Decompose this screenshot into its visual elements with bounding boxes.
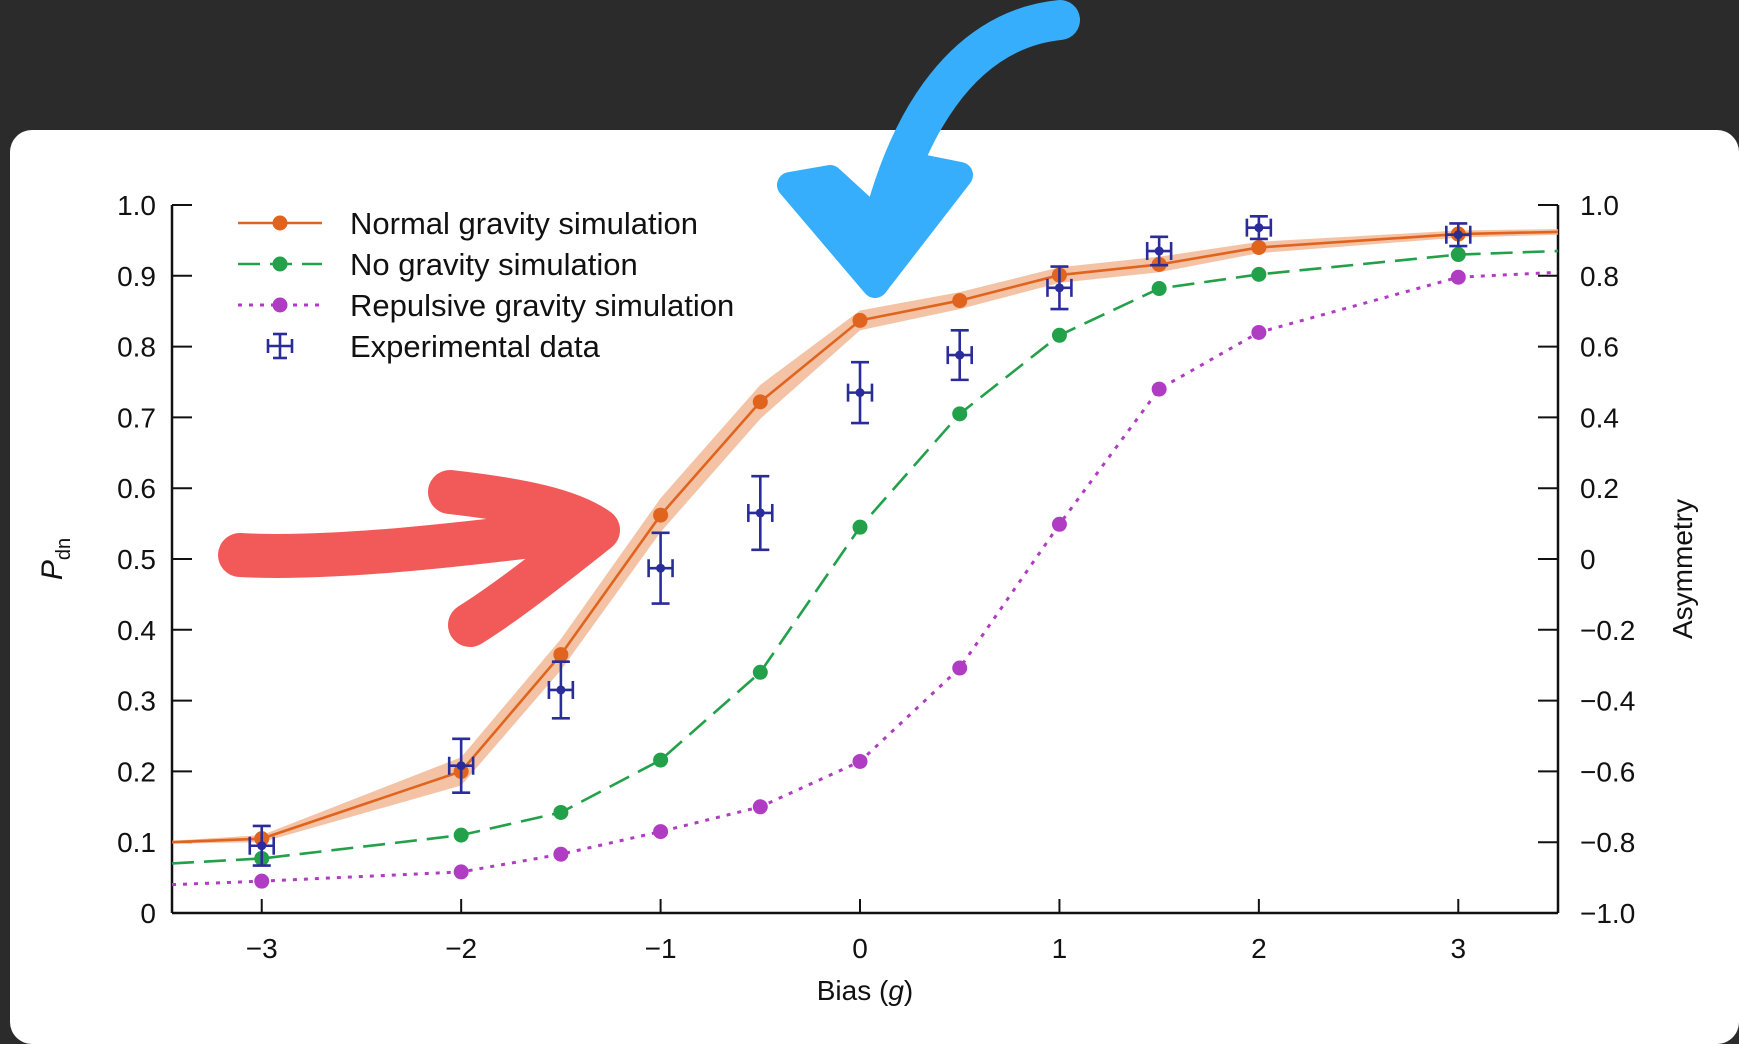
no-gravity-point <box>752 664 768 680</box>
experimental-point <box>656 563 666 573</box>
no-gravity-point <box>1051 327 1067 343</box>
legend-normal-gravity-label: Normal gravity simulation <box>350 206 698 241</box>
red-arrow-shaft <box>218 508 602 578</box>
y-tick-label: 0.5 <box>117 544 156 575</box>
legend-no-gravity-label: No gravity simulation <box>350 247 638 282</box>
repulsive-gravity-point <box>553 846 569 862</box>
no-gravity-point <box>553 804 569 820</box>
legend-normal-gravity-marker <box>272 215 288 231</box>
y-tick-label: 0.6 <box>117 473 156 504</box>
y-tick-label: 0.8 <box>117 332 156 363</box>
x-tick-label: 1 <box>1052 933 1068 964</box>
y-tick-label: 0.2 <box>117 756 156 787</box>
y2-tick-label: −0.2 <box>1580 615 1635 646</box>
normal-gravity-band <box>172 229 1558 844</box>
y-tick-label: 0 <box>140 898 156 929</box>
repulsive-gravity-point <box>453 864 469 880</box>
no-gravity-point <box>653 752 669 768</box>
repulsive-gravity-point <box>852 753 868 769</box>
y2-tick-label: −0.6 <box>1580 756 1635 787</box>
y-tick-label: 0.3 <box>117 686 156 717</box>
experimental-point <box>1453 230 1463 240</box>
y2-tick-label: 0.6 <box>1580 332 1619 363</box>
repulsive-gravity-point <box>952 660 968 676</box>
legend-repulsive-gravity-label: Repulsive gravity simulation <box>350 288 734 323</box>
x-tick-label: −1 <box>645 933 677 964</box>
normal-gravity-point <box>752 394 768 410</box>
no-gravity-point <box>1450 247 1466 263</box>
x-tick-label: −3 <box>246 933 278 964</box>
normal-gravity-point <box>952 293 968 309</box>
repulsive-gravity-point <box>653 824 669 840</box>
experimental-point <box>755 508 765 518</box>
y-tick-label: 0.7 <box>117 402 156 433</box>
red-arrow-head <box>428 470 620 647</box>
repulsive-gravity-point <box>1251 324 1267 340</box>
experimental-point <box>556 685 566 695</box>
y2-tick-label: 0.8 <box>1580 261 1619 292</box>
x-tick-label: 0 <box>852 933 868 964</box>
repulsive-gravity-point <box>1151 381 1167 397</box>
experimental-point <box>456 761 466 771</box>
experimental-point <box>955 350 965 360</box>
y2-tick-label: −1.0 <box>1580 898 1635 929</box>
normal-gravity-point <box>553 647 569 663</box>
y2-tick-label: −0.8 <box>1580 827 1635 858</box>
experimental-point <box>855 388 865 398</box>
legend-no-gravity-marker <box>272 256 288 272</box>
y-tick-label: 1.0 <box>117 190 156 221</box>
normal-gravity-point <box>653 507 669 523</box>
blue-arrow-head <box>777 155 973 298</box>
y2-tick-label: 1.0 <box>1580 190 1619 221</box>
repulsive-gravity-point <box>254 873 270 889</box>
y2-tick-label: −0.4 <box>1580 686 1635 717</box>
normal-gravity-point <box>1251 239 1267 255</box>
normal-gravity-point <box>852 312 868 328</box>
y-axis-title: Pdn <box>36 538 75 580</box>
legend-repulsive-gravity-marker <box>272 297 288 313</box>
y-tick-label: 0.4 <box>117 615 156 646</box>
x-axis-title: Bias (g) <box>817 975 913 1006</box>
x-tick-label: 3 <box>1450 933 1466 964</box>
repulsive-gravity-point <box>1450 269 1466 285</box>
y2-tick-label: 0 <box>1580 544 1596 575</box>
experimental-point <box>1154 246 1164 256</box>
x-tick-label: 2 <box>1251 933 1267 964</box>
experimental-point <box>1254 223 1264 233</box>
x-tick-label: −2 <box>445 933 477 964</box>
y2-tick-label: 0.4 <box>1580 402 1619 433</box>
y2-tick-label: 0.2 <box>1580 473 1619 504</box>
y-tick-label: 0.9 <box>117 261 156 292</box>
no-gravity-point <box>952 406 968 422</box>
y2-axis-title: Asymmetry <box>1667 499 1698 639</box>
no-gravity-point <box>852 519 868 535</box>
chart-layer: −3 −2 −1 0 1 2 3 0 0.1 0.2 0.3 0.4 0.5 0.6 0.7 0.8 0.9 1.… <box>36 190 1698 1006</box>
no-gravity-point <box>1151 281 1167 297</box>
no-gravity-point <box>1251 266 1267 282</box>
experimental-point <box>1054 283 1064 293</box>
repulsive-gravity-point <box>1051 516 1067 532</box>
experimental-point <box>257 841 267 851</box>
legend-experimental-label: Experimental data <box>350 329 601 364</box>
y-tick-label: 0.1 <box>117 827 156 858</box>
repulsive-gravity-point <box>752 799 768 815</box>
no-gravity-point <box>453 827 469 843</box>
